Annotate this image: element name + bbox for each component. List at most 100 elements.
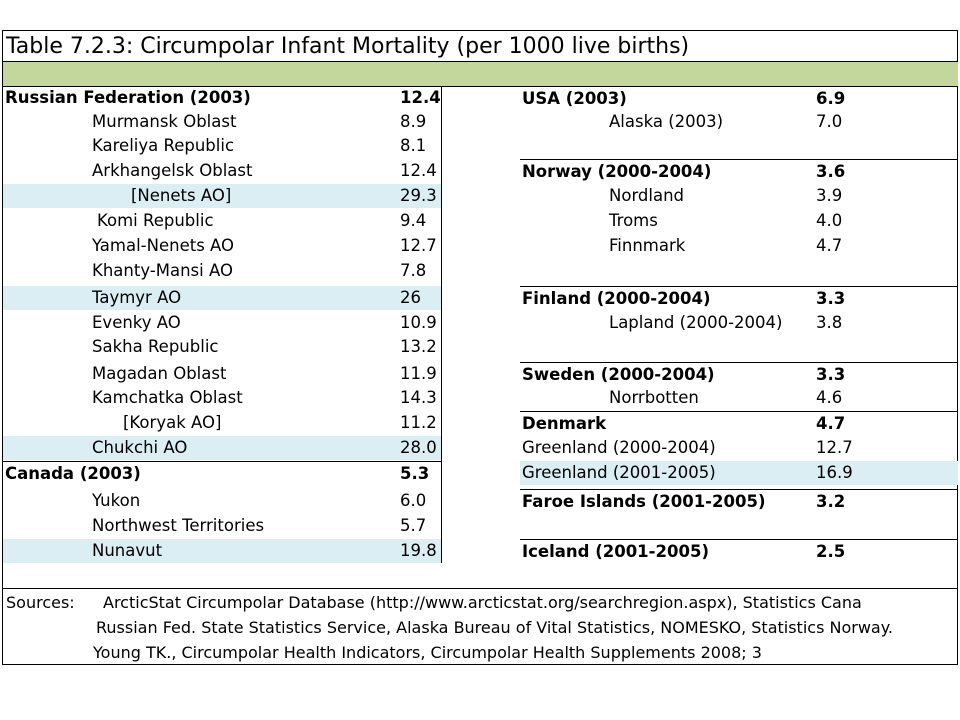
- table-row: Komi Republic 9.4: [3, 209, 441, 233]
- table-row: Alaska (2003) 7.0: [520, 110, 958, 134]
- row-region: Sakha Republic: [92, 337, 219, 356]
- table-row: Kamchatka Oblast 14.3: [3, 386, 441, 410]
- table-row: Chukchi AO 28.0: [3, 436, 441, 460]
- sources-line-3: Young TK., Circumpolar Health Indicators…: [93, 643, 762, 662]
- table-row: Kareliya Republic 8.1: [3, 134, 441, 158]
- table-row: Iceland (2001-2005) 2.5: [520, 539, 958, 563]
- row-value: 3.3: [816, 289, 846, 308]
- row-region: Iceland (2001-2005): [522, 542, 709, 561]
- table-row: Magadan Oblast 11.9: [3, 362, 441, 386]
- row-value: 13.2: [400, 337, 437, 356]
- table-row: Murmansk Oblast 8.9: [3, 110, 441, 134]
- row-value: 28.0: [400, 438, 437, 457]
- row-value: 11.9: [400, 364, 437, 383]
- sources-divider: [2, 588, 958, 589]
- row-value: 3.3: [816, 365, 846, 384]
- table-row: Northwest Territories 5.7: [3, 514, 441, 538]
- row-region: Chukchi AO: [92, 438, 188, 457]
- table-row: Norway (2000-2004) 3.6: [520, 159, 958, 183]
- table-row: Arkhangelsk Oblast 12.4: [3, 159, 441, 183]
- table-row: Khanty-Mansi AO 7.8: [3, 259, 441, 283]
- row-value: 3.2: [816, 492, 846, 511]
- row-value: 4.0: [816, 211, 843, 230]
- row-region: Kamchatka Oblast: [92, 388, 243, 407]
- row-region: Finnmark: [609, 236, 686, 255]
- row-value: 12.4: [400, 161, 437, 180]
- row-region: [Koryak AO]: [123, 413, 222, 432]
- table-frame: [2, 30, 958, 665]
- table-row: USA (2003) 6.9: [520, 86, 958, 110]
- table-row: Nordland 3.9: [520, 184, 958, 208]
- row-region: Denmark: [522, 414, 607, 433]
- row-value: 12.4: [400, 88, 441, 107]
- row-region: Murmansk Oblast: [92, 112, 237, 131]
- sources-line-2: Russian Fed. State Statistics Service, A…: [96, 618, 893, 637]
- table-row: Sweden (2000-2004) 3.3: [520, 362, 958, 386]
- row-value: 9.4: [400, 211, 427, 230]
- row-value: 2.5: [816, 542, 846, 561]
- table-row: Sakha Republic 13.2: [3, 335, 441, 359]
- row-region: Arkhangelsk Oblast: [92, 161, 253, 180]
- row-region: Nordland: [609, 186, 685, 205]
- row-region: Magadan Oblast: [92, 364, 227, 383]
- row-region: USA (2003): [522, 89, 627, 108]
- row-value: 5.3: [400, 464, 430, 483]
- row-value: 7.8: [400, 261, 427, 280]
- row-region: Sweden (2000-2004): [522, 365, 715, 384]
- row-region: Khanty-Mansi AO: [92, 261, 233, 280]
- row-value: 4.6: [816, 388, 843, 407]
- row-value: 10.9: [400, 313, 437, 332]
- table-row: [Nenets AO] 29.3: [3, 184, 441, 208]
- row-region: Canada (2003): [5, 464, 141, 483]
- row-value: 4.7: [816, 414, 846, 433]
- title-unit: (per 1000 live: [456, 34, 611, 59]
- row-value: 6.9: [816, 89, 846, 108]
- row-region: Yamal-Nenets AO: [92, 236, 235, 255]
- header-band: [3, 62, 958, 86]
- table-row: Faroe Islands (2001-2005) 3.2: [520, 489, 958, 513]
- row-value: 3.9: [816, 186, 843, 205]
- row-region: Finland (2000-2004): [522, 289, 711, 308]
- table-row: Taymyr AO 26: [3, 286, 441, 310]
- title-divider: [2, 61, 958, 62]
- row-value: 29.3: [400, 186, 437, 205]
- row-value: 7.0: [816, 112, 843, 131]
- table-row: Finnmark 4.7: [520, 234, 958, 258]
- row-region: Kareliya Republic: [92, 136, 235, 155]
- table-row: Canada (2003) 5.3: [3, 461, 441, 485]
- row-region: Yukon: [92, 491, 141, 510]
- row-region: Lapland (2000-2004): [609, 313, 783, 332]
- title-main: Table 7.2.3: Circumpolar Infant Mortalit…: [6, 34, 450, 59]
- row-region: Greenland (2001-2005): [522, 463, 716, 482]
- row-region: Evenky AO: [92, 313, 181, 332]
- header-divider: [3, 86, 958, 87]
- table-row: Evenky AO 10.9: [3, 311, 441, 335]
- row-region: Greenland (2000-2004): [522, 438, 716, 457]
- row-value: 14.3: [400, 388, 437, 407]
- table-row: [Koryak AO] 11.2: [3, 411, 441, 435]
- row-region: Troms: [609, 211, 658, 230]
- row-value: 3.8: [816, 313, 843, 332]
- row-region: Russian Federation (2003): [5, 88, 251, 107]
- row-value: 4.7: [816, 236, 843, 255]
- table-row: Lapland (2000-2004) 3.8: [520, 311, 958, 335]
- table-title: Table 7.2.3: Circumpolar Infant Mortalit…: [6, 33, 689, 61]
- sources-label: Sources:: [6, 593, 75, 612]
- table-row: Denmark 4.7: [520, 411, 958, 435]
- row-region: Faroe Islands (2001-2005): [522, 492, 766, 511]
- table-row: Russian Federation (2003) 12.4: [3, 86, 441, 110]
- table-row: Yamal-Nenets AO 12.7: [3, 234, 441, 258]
- title-unit-end: births): [617, 34, 690, 59]
- row-value: 8.9: [400, 112, 427, 131]
- row-region: [Nenets AO]: [131, 186, 232, 205]
- column-divider: [441, 86, 442, 563]
- row-region: Norway (2000-2004): [522, 162, 712, 181]
- table-row: Greenland (2001-2005) 16.9: [520, 461, 958, 485]
- row-region: Alaska (2003): [609, 112, 724, 131]
- row-value: 12.7: [400, 236, 437, 255]
- table-row: Troms 4.0: [520, 209, 958, 233]
- row-region: Norrbotten: [609, 388, 699, 407]
- row-value: 8.1: [400, 136, 427, 155]
- row-value: 26: [400, 288, 421, 307]
- row-value: 6.0: [400, 491, 427, 510]
